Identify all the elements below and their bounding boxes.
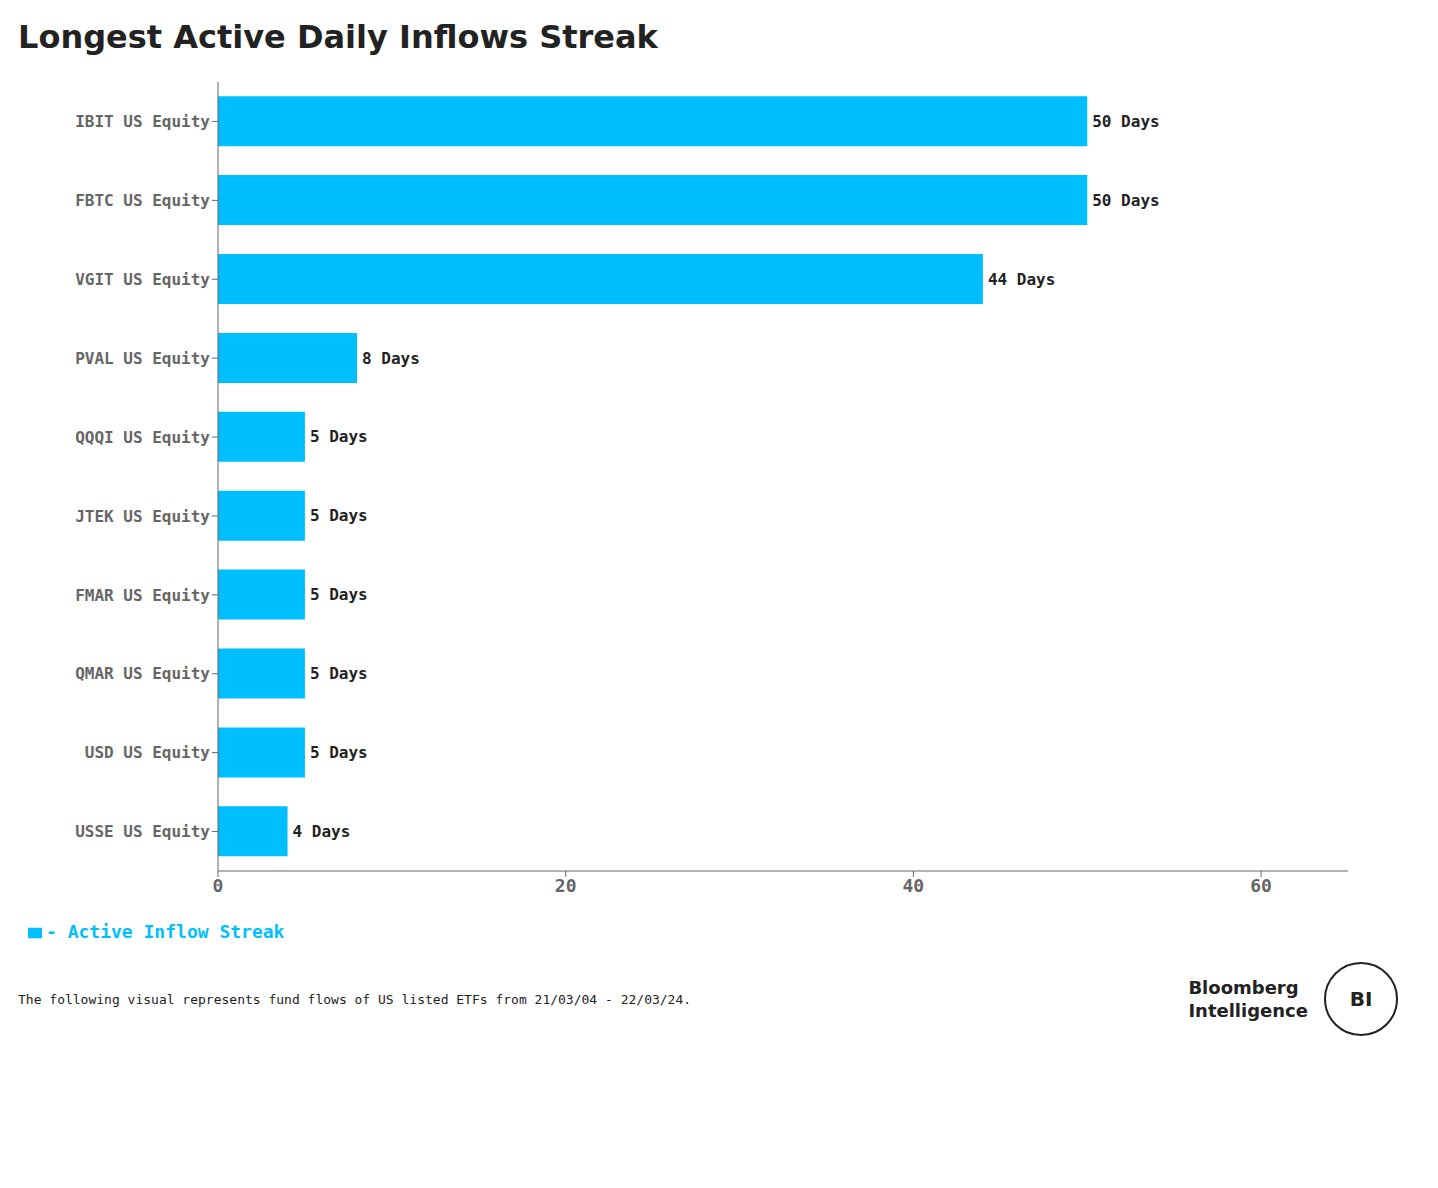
svg-text:20: 20 bbox=[555, 875, 577, 896]
html-text:Intelligence: Intelligence bbox=[1188, 1000, 1308, 1021]
svg-text:QMAR US Equity: QMAR US Equity bbox=[75, 664, 210, 683]
svg-text:44 Days: 44 Days bbox=[988, 270, 1055, 289]
svg-text:5 Days: 5 Days bbox=[310, 743, 368, 762]
svg-text:60: 60 bbox=[1250, 875, 1272, 896]
svg-text:IBIT US Equity: IBIT US Equity bbox=[75, 112, 210, 131]
svg-text:0: 0 bbox=[213, 875, 224, 896]
svg-text:50 Days: 50 Days bbox=[1092, 112, 1159, 131]
svg-text:50 Days: 50 Days bbox=[1092, 191, 1159, 210]
svg-text:8 Days: 8 Days bbox=[362, 349, 420, 368]
html-text:- Active Inflow Streak: - Active Inflow Streak bbox=[46, 921, 285, 942]
html-text:Longest Active Daily Inflows S: Longest Active Daily Inflows Streak bbox=[18, 18, 658, 56]
svg-text:5 Days: 5 Days bbox=[310, 506, 368, 525]
svg-text:FBTC US Equity: FBTC US Equity bbox=[75, 191, 210, 210]
svg-text:5 Days: 5 Days bbox=[310, 664, 368, 683]
svg-text:5 Days: 5 Days bbox=[310, 427, 368, 446]
svg-text:VGIT US Equity: VGIT US Equity bbox=[75, 270, 210, 289]
html-text:Bloomberg: Bloomberg bbox=[1188, 976, 1299, 998]
html-text:BI: BI bbox=[1349, 987, 1373, 1011]
svg-text:40: 40 bbox=[903, 875, 925, 896]
svg-text:USSE US Equity: USSE US Equity bbox=[75, 822, 210, 841]
svg-text:4 Days: 4 Days bbox=[293, 822, 351, 841]
svg-text:JTEK US Equity: JTEK US Equity bbox=[75, 507, 210, 526]
svg-text:5 Days: 5 Days bbox=[310, 585, 368, 604]
svg-text:USD US Equity: USD US Equity bbox=[85, 743, 211, 762]
svg-text:FMAR US Equity: FMAR US Equity bbox=[75, 586, 210, 605]
svg-text:QQQI US Equity: QQQI US Equity bbox=[75, 428, 210, 447]
svg-text:PVAL US Equity: PVAL US Equity bbox=[75, 349, 210, 368]
html-text:The following visual represent: The following visual represents fund flo… bbox=[18, 991, 692, 1007]
